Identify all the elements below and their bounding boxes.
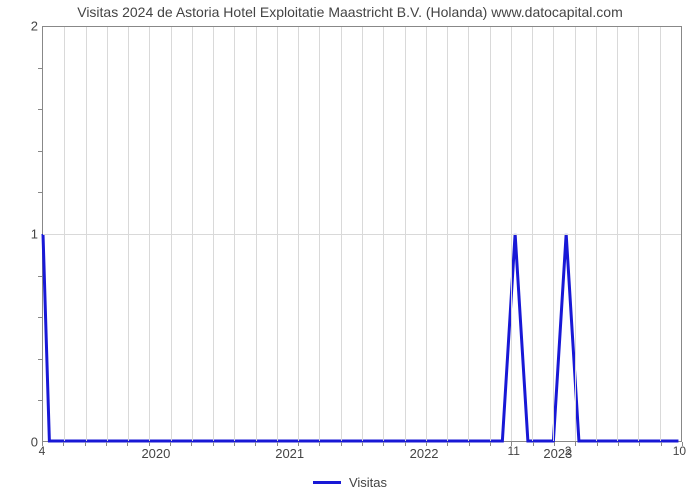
y-minor-tick (38, 276, 42, 277)
plot-area (42, 26, 682, 442)
y-minor-tick (38, 151, 42, 152)
x-value-label: 10 (673, 444, 686, 458)
x-tick-mark (469, 442, 470, 446)
x-tick-mark (383, 442, 384, 446)
x-year-label: 2021 (275, 446, 304, 461)
x-tick-mark (447, 442, 448, 446)
x-year-label: 2022 (410, 446, 439, 461)
y-minor-tick (38, 317, 42, 318)
x-tick-mark (234, 442, 235, 446)
x-tick-mark (213, 442, 214, 446)
chart-title: Visitas 2024 de Astoria Hotel Exploitati… (0, 4, 700, 20)
x-tick-mark (490, 442, 491, 446)
x-tick-mark (661, 442, 662, 446)
x-tick-mark (618, 442, 619, 446)
legend-swatch (313, 481, 341, 484)
x-value-label: 4 (39, 444, 46, 458)
legend-label: Visitas (349, 475, 387, 490)
y-tick-label: 1 (0, 227, 38, 242)
x-tick-mark (362, 442, 363, 446)
y-minor-tick (38, 109, 42, 110)
x-tick-mark (63, 442, 64, 446)
x-year-label: 2020 (141, 446, 170, 461)
visits-chart: Visitas 2024 de Astoria Hotel Exploitati… (0, 0, 700, 500)
x-tick-mark (106, 442, 107, 446)
y-minor-tick (38, 359, 42, 360)
x-tick-mark (255, 442, 256, 446)
legend: Visitas (0, 474, 700, 490)
x-tick-mark (575, 442, 576, 446)
x-tick-mark (341, 442, 342, 446)
y-minor-tick (38, 192, 42, 193)
x-tick-mark (85, 442, 86, 446)
x-tick-mark (319, 442, 320, 446)
y-minor-tick (38, 400, 42, 401)
x-tick-mark (639, 442, 640, 446)
y-tick-label: 0 (0, 435, 38, 450)
x-value-label: 11 (507, 444, 519, 458)
x-value-label: 2 (565, 444, 572, 458)
y-tick-label: 2 (0, 19, 38, 34)
x-tick-mark (405, 442, 406, 446)
x-tick-mark (127, 442, 128, 446)
x-tick-mark (597, 442, 598, 446)
x-tick-mark (533, 442, 534, 446)
y-minor-tick (38, 68, 42, 69)
x-tick-mark (191, 442, 192, 446)
grid-horizontal (43, 234, 681, 235)
